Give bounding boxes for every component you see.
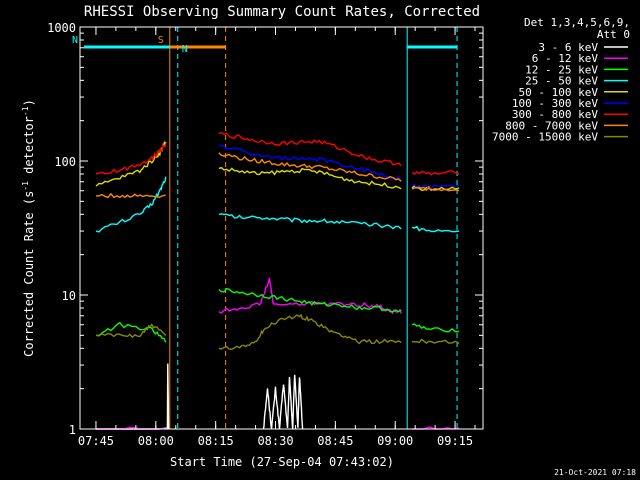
x-tick-label: 08:45	[317, 434, 353, 448]
y-axis-label-part: detector	[22, 116, 36, 181]
y-axis-label-superscript: -1	[21, 181, 30, 191]
flag-label: S	[158, 35, 164, 46]
legend-entry: 50 - 100 keV	[519, 86, 599, 99]
legend-entry: 100 - 300 keV	[512, 97, 598, 110]
series-line	[95, 313, 460, 351]
legend-header-line-2: Att 0	[597, 28, 630, 41]
footer-timestamp: 21-Oct-2021 07:18	[554, 468, 636, 477]
y-axis-label-superscript: -1	[21, 106, 30, 116]
y-tick-label: 1	[69, 423, 76, 437]
plot-frame	[79, 26, 484, 430]
series-line	[95, 131, 460, 176]
legend-entry: 300 - 800 keV	[512, 108, 598, 121]
chart-title: RHESSI Observing Summary Count Rates, Co…	[84, 4, 480, 20]
y-axis-label: Corrected Count Rate (s-1 detector-1)	[21, 99, 36, 357]
legend-entry: 6 - 12 keV	[532, 52, 599, 65]
y-tick-label: 100	[54, 155, 76, 169]
legend-entry: 12 - 25 keV	[525, 63, 598, 76]
x-tick-label: 09:00	[377, 434, 413, 448]
legend-entry: 3 - 6 keV	[538, 41, 598, 54]
x-tick-label: 08:15	[198, 434, 234, 448]
series-line	[95, 176, 460, 233]
x-tick-label: 08:30	[257, 434, 293, 448]
flag-label: N	[182, 44, 188, 55]
x-axis-label: Start Time (27-Sep-04 07:43:02)	[170, 455, 394, 469]
y-tick-label: 1000	[47, 21, 76, 35]
series-line	[218, 144, 460, 189]
x-tick-label: 07:45	[78, 434, 114, 448]
x-tick-label: 09:15	[437, 434, 473, 448]
y-tick-label: 10	[62, 289, 76, 303]
legend-entry: 800 - 7000 keV	[505, 119, 598, 132]
flag-label: N	[72, 35, 78, 46]
legend-entry: 25 - 50 keV	[525, 75, 598, 88]
legend-header-line-1: Det 1,3,4,5,6,9,	[524, 16, 630, 29]
legend-entry: 7000 - 15000 keV	[492, 131, 598, 144]
axes: 07:45 08:00 08:15 08:30 08:45 09:00 09:15 1 10 10…	[47, 21, 483, 448]
x-tick-label: 08:00	[138, 434, 174, 448]
y-axis-label-part: )	[22, 99, 36, 106]
series-line	[95, 152, 460, 199]
series-line	[95, 288, 460, 343]
y-axis-label-part: Corrected Count Rate (s	[22, 191, 36, 357]
